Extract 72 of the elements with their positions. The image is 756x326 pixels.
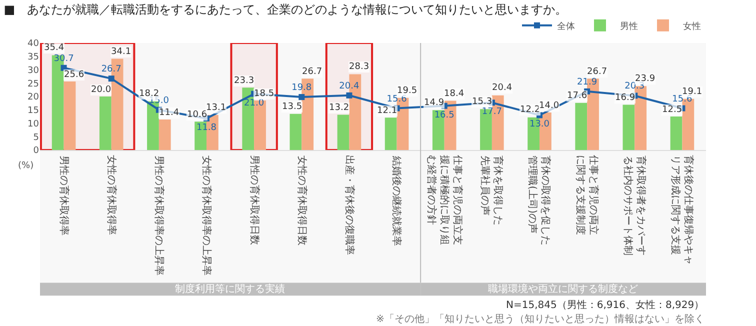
data-label: 19.5 [397,86,418,96]
data-label: 11.4 [159,108,180,118]
y-tick-label: 10 [28,119,40,130]
x-tick-label: 男性の育休取得日数 [248,155,260,246]
y-tick-label: 5 [33,132,39,143]
data-label: 13.2 [329,103,350,113]
x-tick-label: 仕事と育児の両立に関する支援制度 [574,155,600,236]
data-label: 19.1 [682,87,702,97]
text: N=15,845（男性：6,916、女性：8,929） [506,299,704,311]
y-tick-label: 25 [28,79,39,90]
x-tick-label: 育休後の仕事復帰やキャリア形成に関する支援 [669,155,694,265]
x-tick-label: 育休を取得した先輩社員の声 [479,155,504,226]
y-tick-label: 30 [28,66,40,76]
y-tick-label: 40 [28,39,40,50]
x-tick-label: 女性の育休取得日数 [296,156,308,246]
data-label: 20.4 [339,81,360,92]
chart-title: ■ あなたが就職／転職活動をするにあたって、企業のどのような情報について知りたいと思いますか。 [4,2,568,16]
data-label: 25.6 [64,70,84,80]
data-label: 13.0 [529,120,550,130]
x-tick-label: 仕事と育児の両立支援に積極的に取り組む経営者の方針 [426,154,464,245]
x-tick-label: 育休取得者をカバーする社内のサポート体制 [622,156,647,256]
data-label: 12.1 [377,106,398,116]
y-tick-label: 15 [28,106,39,116]
data-label: 18.4 [444,89,464,99]
y-axis-title: (%) [18,161,34,171]
data-label: 28.3 [349,62,370,72]
data-label: 26.7 [101,64,122,75]
data-label: 18.5 [254,89,274,99]
legend-label: 男性 [620,20,638,32]
legend-label: 女性 [683,20,701,32]
band-label: 制度利用等に関する実績 [175,283,285,295]
data-label: 23.3 [234,76,254,86]
data-label: 20.0 [91,85,112,95]
x-tick-label: 女性の育休取得率 [106,154,118,235]
data-label: 20.4 [492,83,512,93]
data-label: 21.9 [577,77,598,88]
data-label: 16.9 [615,93,636,103]
x-tick-label: 男性の育休取得率 [58,155,70,236]
data-label: 19.8 [292,83,312,94]
data-label: 30.7 [54,54,74,64]
data-label: 20.3 [624,82,645,92]
x-tick-label: 出産・育休後の復職率 [343,155,356,255]
data-label: 13.5 [282,102,302,112]
x-tick-label: 結婚後の継続就業率 [390,154,402,246]
data-label: 17.7 [482,107,502,118]
legend-label: 全体 [557,20,575,32]
x-tick-label: 女性の育休取得率の上昇率 [200,156,213,276]
x-tick-label: 男性の育休取得率の上昇率 [153,155,166,276]
y-tick-label: 35 [28,52,39,63]
data-label: 10.6 [187,110,208,120]
data-label: 26.7 [587,67,608,77]
y-tick-label: 0 [33,146,40,156]
data-label: 14.0 [539,101,560,111]
data-label: 12.2 [520,105,540,115]
data-label: 14.9 [424,98,444,108]
data-label: 15.6 [672,94,692,104]
data-label: 16.5 [434,110,454,120]
y-tick-label: 20 [28,92,40,103]
data-label: 12.5 [662,105,682,115]
data-label: 11.8 [196,122,217,133]
data-label: 15.3 [472,97,492,107]
data-label: 23.9 [635,74,656,84]
x-tick-label: 育休の取得を促した管理職(上司)の声 [526,156,552,246]
data-label: 35.4 [44,43,64,53]
data-label: 26.7 [302,67,322,77]
data-label: 13.1 [206,103,226,113]
data-label: 21.0 [244,98,264,108]
band-label: 職場環境や両立に関する制度など [488,283,638,295]
data-label: 34.1 [111,47,132,57]
text: ※「その他」「知りたいと思う（知りたいと思った）情報はない」を除く [376,313,704,325]
data-label: 15.6 [386,94,408,104]
data-label: 17.6 [567,91,588,101]
